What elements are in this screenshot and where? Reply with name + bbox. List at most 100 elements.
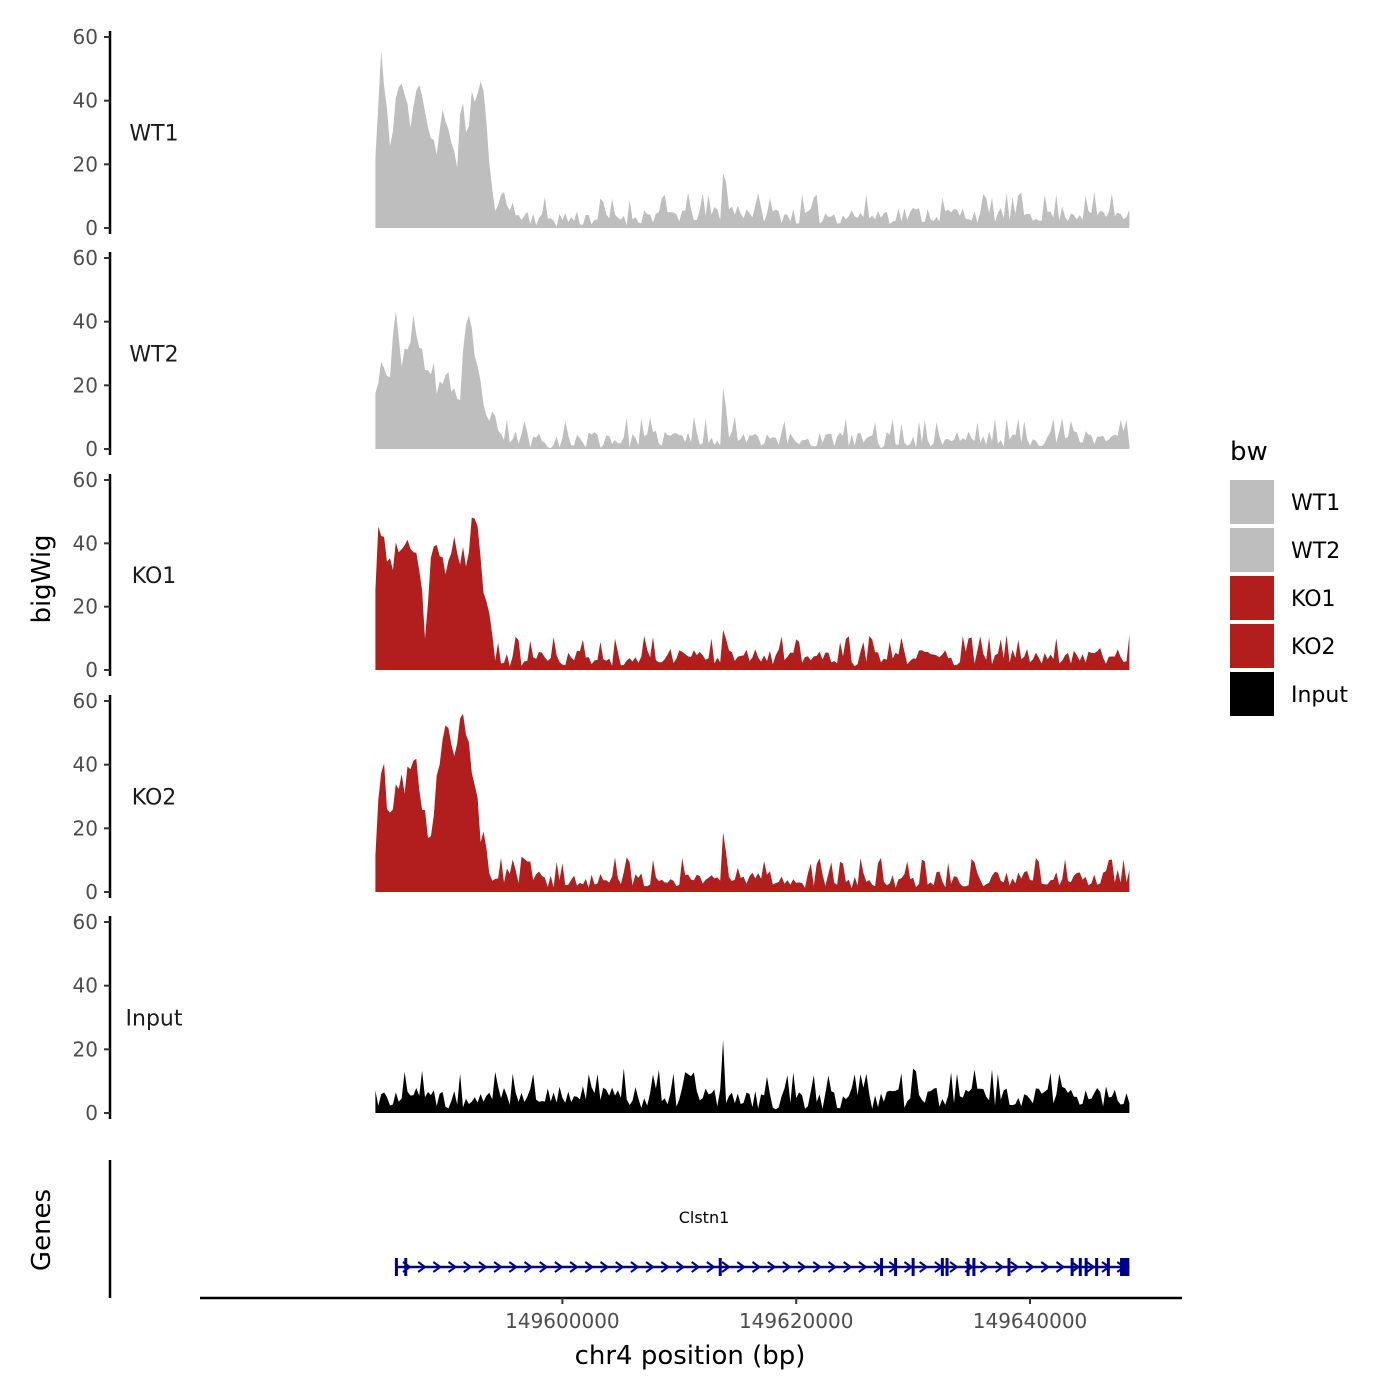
strand-arrow	[645, 1261, 655, 1273]
track-label: KO2	[132, 786, 177, 811]
strand-arrow	[903, 1261, 914, 1273]
gene-exon	[1095, 1258, 1099, 1276]
strand-arrow	[706, 1261, 716, 1273]
strand-arrow	[478, 1261, 488, 1273]
strand-arrow	[463, 1261, 473, 1273]
y-tick-label: 0	[85, 1101, 98, 1125]
signal-area-input	[375, 1040, 1130, 1113]
y-tick-label: 20	[73, 816, 98, 840]
gene-exon	[1084, 1258, 1088, 1276]
strand-arrow	[858, 1261, 868, 1273]
signal-area-ko2	[375, 713, 1130, 892]
track-ko1: 0 20 40 60 KO1	[73, 468, 1130, 682]
genes-axis-title: Genes	[27, 1189, 57, 1271]
gene-exon	[911, 1258, 915, 1276]
y-tick-label: 40	[73, 531, 98, 555]
legend-label-wt2: WT2	[1291, 539, 1340, 564]
strand-arrow	[660, 1261, 671, 1273]
strand-arrow	[827, 1261, 838, 1273]
strand-arrow	[1086, 1261, 1096, 1273]
y-tick-label: 20	[73, 152, 98, 176]
signal-area-wt2	[375, 310, 1130, 449]
strand-arrow	[797, 1261, 807, 1273]
x-tick-label: 149620000	[739, 1309, 854, 1333]
strand-arrow	[736, 1261, 746, 1273]
legend-title: bw	[1230, 437, 1268, 467]
legend-swatch-wt2	[1230, 528, 1274, 572]
y-tick-label: 0	[85, 437, 98, 461]
strand-arrow	[1040, 1261, 1050, 1273]
legend-swatch-ko2	[1230, 624, 1274, 668]
legend-label-wt1: WT1	[1291, 491, 1340, 516]
strand-arrow	[767, 1261, 777, 1273]
strand-arrow	[751, 1261, 762, 1273]
strand-arrow	[447, 1261, 458, 1273]
y-axis-title: bigWig	[27, 534, 57, 623]
gene-exon	[966, 1258, 970, 1276]
strand-arrow	[782, 1261, 792, 1273]
strand-arrow	[630, 1261, 640, 1273]
y-tick-label: 0	[85, 658, 98, 682]
gene-exon	[894, 1258, 898, 1276]
gene-exon	[945, 1258, 949, 1276]
gene-exon	[394, 1258, 398, 1276]
x-axis: 149600000 149620000 149640000	[200, 1296, 1182, 1333]
strand-arrow	[1010, 1261, 1020, 1273]
y-tick-label: 60	[73, 246, 98, 270]
signal-tracks: 0 20 40 60 WT1 0 20 40 60 WT2 0 20 40 60 KO1 0 20 40 60 KO2…	[73, 25, 1130, 1125]
y-tick-label: 60	[73, 25, 98, 49]
signal-area-wt1	[375, 50, 1130, 229]
strand-arrow	[554, 1261, 564, 1273]
strand-arrow	[1055, 1261, 1066, 1273]
gene-exon	[1078, 1258, 1082, 1276]
y-tick-label: 20	[73, 1037, 98, 1061]
strand-arrow	[508, 1261, 519, 1273]
y-tick-label: 40	[73, 753, 98, 777]
gene-exon	[404, 1258, 408, 1276]
legend-label-input: Input	[1291, 683, 1348, 708]
gene-exon	[1070, 1258, 1074, 1276]
strand-arrow	[995, 1261, 1005, 1273]
track-label: KO1	[132, 564, 177, 589]
signal-area-ko1	[375, 517, 1130, 670]
track-label: WT2	[129, 343, 178, 368]
strand-arrow	[584, 1261, 595, 1273]
strand-arrow	[539, 1261, 549, 1273]
track-label: WT1	[129, 122, 178, 147]
gene-name-label: Clstn1	[679, 1208, 730, 1227]
strand-arrow	[599, 1261, 610, 1273]
gene-terminal-exon	[1120, 1258, 1130, 1276]
strand-arrow	[979, 1261, 990, 1273]
strand-arrow	[417, 1261, 427, 1273]
gene-exon	[718, 1258, 722, 1276]
y-tick-label: 20	[73, 373, 98, 397]
x-axis-title: chr4 position (bp)	[575, 1341, 806, 1371]
strand-arrow	[949, 1261, 959, 1273]
y-tick-label: 60	[73, 910, 98, 934]
strand-arrow	[569, 1261, 579, 1273]
gene-exon	[940, 1258, 944, 1276]
track-wt2: 0 20 40 60 WT2	[73, 246, 1130, 461]
y-tick-label: 20	[73, 595, 98, 619]
track-label: Input	[126, 1007, 183, 1032]
strand-arrow	[812, 1261, 822, 1273]
gene-exon	[1007, 1258, 1011, 1276]
legend-swatch-wt1	[1230, 480, 1274, 524]
y-tick-label: 40	[73, 974, 98, 998]
legend: bw WT1 WT2 KO1 KO2 Input	[1230, 437, 1348, 716]
y-tick-label: 60	[73, 689, 98, 713]
strand-arrow	[675, 1261, 686, 1273]
x-tick-label: 149600000	[505, 1309, 620, 1333]
y-tick-label: 0	[85, 880, 98, 904]
strand-arrow	[1071, 1261, 1081, 1273]
track-input: 0 20 40 60 Input	[73, 910, 1130, 1125]
strand-arrow	[1025, 1261, 1035, 1273]
gene-exon	[972, 1258, 976, 1276]
strand-arrow	[523, 1261, 534, 1273]
legend-swatch-ko1	[1230, 576, 1274, 620]
strand-arrow	[493, 1261, 503, 1273]
y-tick-label: 40	[73, 89, 98, 113]
y-tick-label: 0	[85, 216, 98, 240]
legend-label-ko1: KO1	[1291, 587, 1336, 612]
